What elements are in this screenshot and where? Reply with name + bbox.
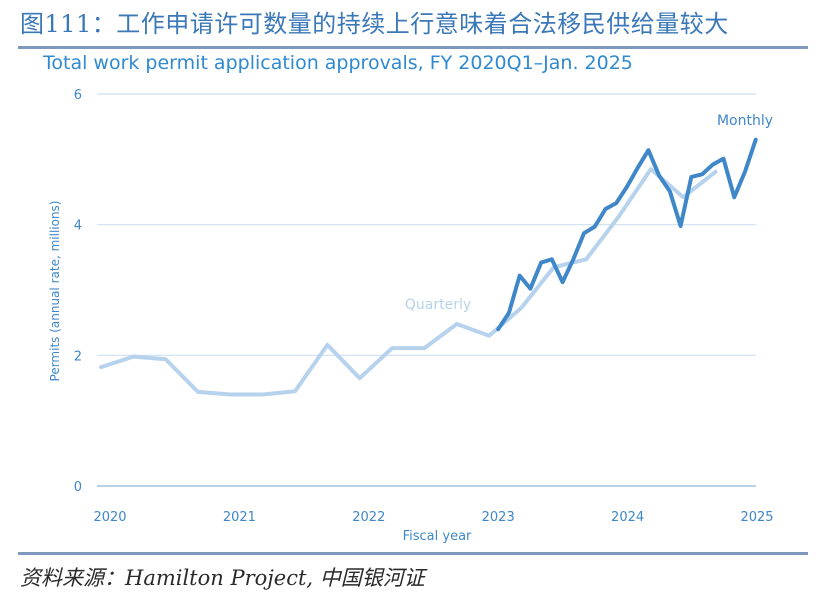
chart-title: Total work permit application approvals,… <box>43 52 633 74</box>
source-note: 资料来源：Hamilton Project, 中国银河证 <box>20 566 425 590</box>
x-tick-label: 2021 <box>223 510 256 525</box>
series-line-monthly <box>496 137 758 332</box>
label-layer: 0 2 4 6 2020 2021 2022 2023 2024 2025 Fiscal year P… <box>48 88 774 544</box>
x-tick-label: 2024 <box>611 510 644 525</box>
x-axis-title: Fiscal year <box>403 529 472 544</box>
x-tick-label: 2023 <box>482 510 515 525</box>
bottom-rule <box>18 552 808 555</box>
y-tick-label: 6 <box>74 88 82 103</box>
x-tick-label: 2020 <box>93 510 126 525</box>
y-tick-label: 4 <box>74 219 82 234</box>
grid-lines <box>97 93 756 487</box>
y-tick-label: 0 <box>74 480 82 495</box>
y-tick-label: 2 <box>74 349 82 364</box>
x-tick-label: 2022 <box>352 510 385 525</box>
series-label-quarterly: Quarterly <box>405 297 471 313</box>
figure-caption: 图111：工作申请许可数量的持续上行意味着合法移民供给量较大 <box>20 10 729 38</box>
x-tick-label: 2025 <box>740 510 773 525</box>
series-line-quarterly <box>98 167 718 397</box>
source-fade <box>445 566 565 592</box>
y-axis-title: Permits (annual rate, millions) <box>48 201 62 382</box>
series-label-monthly: Monthly <box>717 113 773 129</box>
top-rule <box>18 46 808 49</box>
series-layer <box>98 137 758 397</box>
